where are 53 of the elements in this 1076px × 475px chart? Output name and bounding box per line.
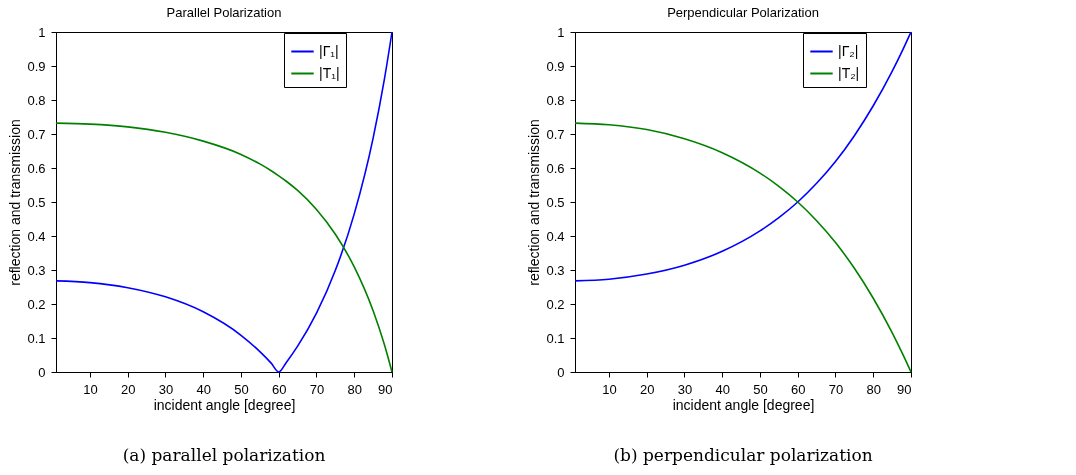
x-tick-label: 20 [640,381,655,397]
text: (a) parallel polarization [122,445,326,465]
y-tick-label: 1 [557,24,565,40]
x-tick-label: 70 [309,381,325,397]
y-tick-label: 0.9 [546,58,565,74]
y-tick-label: 0.7 [27,126,46,142]
y-tick-label: 0.2 [546,296,565,312]
x-tick-label: 30 [677,381,693,397]
x-tick-label: 70 [828,381,844,397]
y-tick-label: 0.3 [27,262,46,278]
y-tick-label: 0.6 [546,160,565,176]
x-tick-label: 50 [234,381,249,397]
y-tick-label: 1 [38,24,46,40]
x-axis-title: incident angle [degree] [153,396,296,413]
y-axis-title: reflection and transmission [7,119,24,286]
y-tick-label: 0.3 [546,262,565,278]
x-tick-label: 20 [121,381,136,397]
y-tick-label: 0 [38,364,46,380]
legend-label: |T₁| [319,64,340,81]
y-tick-label: 0.1 [27,330,46,346]
y-tick-label: 0.5 [27,194,46,210]
y-axis-title: reflection and transmission [526,119,543,286]
y-tick-label: 0.7 [546,126,565,142]
chart-title: Parallel Polarization [166,5,282,20]
y-tick-label: 0.6 [27,160,46,176]
y-tick-label: 0 [557,364,565,380]
x-tick-label: 30 [158,381,174,397]
legend-label: |Γ₁| [319,42,339,59]
x-tick-label: 80 [347,381,362,397]
y-tick-label: 0.9 [27,58,46,74]
y-tick-label: 0.2 [27,296,46,312]
y-tick-label: 0.8 [546,92,565,108]
x-tick-label: 40 [715,381,730,397]
x-tick-label: 60 [272,381,287,397]
x-tick-label: 90 [897,381,912,397]
x-tick-label: 80 [866,381,881,397]
text: (b) perpendicular polarization [613,445,873,465]
x-tick-label: 50 [753,381,768,397]
y-tick-label: 0.5 [546,194,565,210]
y-tick-label: 0.4 [546,228,565,244]
x-axis-title: incident angle [degree] [672,396,815,413]
y-tick-label: 0.8 [27,92,46,108]
x-tick-label: 90 [378,381,393,397]
chart-title: Perpendicular Polarization [667,5,819,20]
x-tick-label: 10 [83,381,98,397]
legend-label: |T₂| [838,64,860,81]
y-tick-label: 0.4 [27,228,46,244]
x-tick-label: 10 [602,381,617,397]
x-tick-label: 60 [791,381,806,397]
legend-label: |Γ₂| [838,42,859,59]
line-series [574,31,912,282]
y-tick-label: 0.1 [546,330,565,346]
x-tick-label: 40 [196,381,211,397]
